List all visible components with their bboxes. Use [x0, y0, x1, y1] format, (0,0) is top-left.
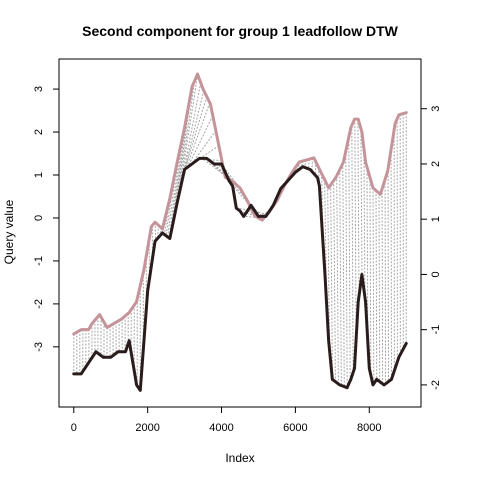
- y-tick-label: -2: [33, 299, 45, 309]
- y-tick-label: 0: [33, 215, 45, 221]
- series-lines: [72, 72, 408, 392]
- x-tick-label: 8000: [357, 422, 381, 434]
- alignment-line: [375, 190, 378, 380]
- alignment-line: [236, 207, 253, 211]
- alignment-line: [357, 119, 360, 296]
- right-y-tick-label: 1: [430, 216, 442, 222]
- alignment-line: [194, 145, 220, 163]
- alignment-line: [339, 169, 342, 386]
- x-tick-label: 2000: [135, 422, 159, 434]
- alignment-line: [190, 130, 217, 165]
- alignment-line: [327, 185, 331, 350]
- alignment-line: [372, 187, 375, 384]
- alignment-line: [354, 119, 357, 341]
- right-y-tick-label: -1: [430, 325, 442, 335]
- right-y-tick-label: 0: [430, 271, 442, 277]
- alignment-line: [369, 177, 372, 376]
- y-tick-label: 1: [33, 172, 45, 178]
- y-tick-label: 2: [33, 129, 45, 135]
- query-series-line: [72, 72, 408, 336]
- right-y-tick-label: 3: [430, 106, 442, 112]
- alignment-line: [336, 175, 339, 384]
- alignment-line: [243, 215, 259, 219]
- alignment-line: [366, 166, 369, 344]
- alignment-line: [165, 180, 175, 236]
- alignment-line: [177, 80, 196, 201]
- alignment-line: [330, 184, 333, 380]
- right-y-tick-label: 2: [430, 161, 442, 167]
- alignment-line: [178, 74, 199, 194]
- alignment-line: [345, 151, 348, 388]
- x-tick-label: 6000: [283, 422, 307, 434]
- x-tick-label: 4000: [209, 422, 233, 434]
- x-tick-label: 0: [71, 422, 77, 434]
- alignment-line: [342, 163, 345, 387]
- y-axis-label: Query value: [2, 199, 16, 264]
- alignment-line: [360, 128, 363, 276]
- alignment-line: [351, 125, 354, 373]
- alignment-line: [348, 137, 351, 381]
- y-tick-label: -1: [33, 256, 45, 266]
- alignment-line: [381, 188, 384, 384]
- y-tick-label: 3: [33, 86, 45, 92]
- alignment-line: [239, 210, 256, 217]
- alignment-line: [384, 179, 387, 384]
- reference-series-line: [72, 156, 408, 392]
- right-y-tick-label: -2: [430, 380, 442, 390]
- alignment-line: [163, 195, 171, 235]
- alignment-line: [378, 193, 381, 382]
- plot-frame: [58, 58, 422, 408]
- y-tick-label: -3: [33, 342, 45, 352]
- alignment-line: [363, 148, 366, 298]
- alignment-line: [183, 96, 208, 171]
- alignment-line: [185, 102, 211, 169]
- alignment-line: [202, 158, 226, 176]
- chart-title: Second component for group 1 leadfollow …: [82, 23, 399, 39]
- x-axis-label: Index: [225, 451, 254, 465]
- alignment-line: [333, 180, 336, 382]
- alignment-line: [175, 88, 193, 209]
- alignment-line: [311, 158, 314, 172]
- alignment-line: [187, 115, 214, 168]
- axes: 0 2000 4000 6000 8000 -3 -2 -1 0 1 2 3 -2 -1 0 1 2 3: [33, 58, 442, 434]
